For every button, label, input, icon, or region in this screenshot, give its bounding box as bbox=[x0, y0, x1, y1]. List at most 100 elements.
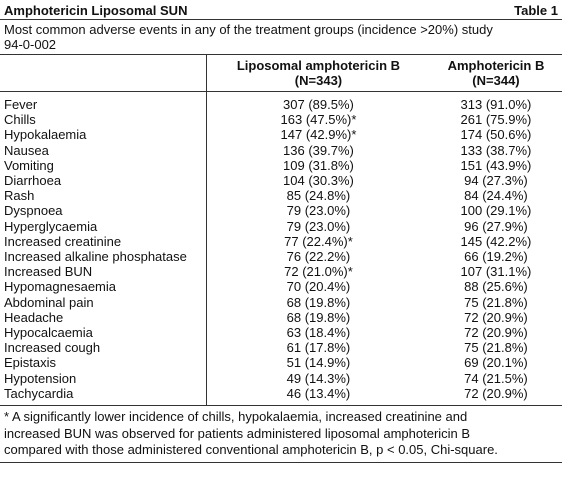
header: Amphotericin Liposomal SUN Table 1 bbox=[0, 0, 562, 20]
event-name: Vomiting bbox=[4, 157, 54, 173]
column-name: Amphotericin B bbox=[447, 58, 545, 73]
table-row: Chills 163 (47.5%)* 261 (75.9%) bbox=[0, 112, 562, 128]
caption: Most common adverse events in any of the… bbox=[0, 20, 562, 55]
incidence-cell: 151 (43.9%) bbox=[460, 157, 532, 173]
title: Amphotericin Liposomal SUN bbox=[4, 3, 188, 18]
incidence-cell: 147 (42.9%)* bbox=[205, 127, 430, 143]
column-header: Liposomal amphotericin B (N=343) bbox=[205, 55, 430, 92]
table-row: Tachycardia 46 (13.4%) 72 (20.9%) bbox=[0, 385, 562, 407]
table-row: Epistaxis 51 (14.9%) 69 (20.1%) bbox=[0, 355, 562, 371]
table-row: Dyspnoea 79 (23.0%) 100 (29.1%) bbox=[0, 203, 562, 219]
footnote-line: increased BUN was observed for patients … bbox=[4, 425, 471, 441]
event-name: Diarrhoea bbox=[4, 173, 62, 189]
incidence-cell: 84 (24.4%) bbox=[464, 188, 528, 204]
incidence-cell: 109 (31.8%) bbox=[205, 157, 430, 174]
event-name: Hypocalcaemia bbox=[4, 325, 93, 341]
incidence-cell: 72 (20.9%) bbox=[464, 325, 528, 341]
incidence-cell: 79 (23.0%) bbox=[205, 203, 430, 219]
event-name: Headache bbox=[4, 309, 64, 325]
incidence-cell: 96 (27.9%) bbox=[464, 218, 528, 234]
event-name: Rash bbox=[4, 188, 35, 204]
incidence-cell: 75 (21.8%) bbox=[464, 294, 528, 310]
incidence-cell: 174 (50.6%) bbox=[460, 127, 532, 143]
column-n: (N=344) bbox=[472, 73, 520, 88]
incidence-cell: 74 (21.5%) bbox=[464, 370, 528, 386]
column-name: Liposomal amphotericin B bbox=[236, 58, 401, 73]
column-header: Amphotericin B (N=344) bbox=[429, 55, 562, 92]
incidence-cell: 68 (19.8%) bbox=[205, 294, 430, 310]
incidence-cell: 63 (18.4%) bbox=[205, 325, 430, 341]
table-row: Fever 307 (89.5%) 313 (91.0%) bbox=[0, 91, 562, 113]
footnote-line: * A significantly lower incidence of chi… bbox=[4, 409, 468, 425]
table-row: Hypotension 49 (14.3%) 74 (21.5%) bbox=[0, 370, 562, 386]
table-row: Headache 68 (19.8%) 72 (20.9%) bbox=[0, 309, 562, 326]
event-name: Chills bbox=[4, 112, 36, 128]
table-row: Hypokalaemia 147 (42.9%)* 174 (50.6%) bbox=[0, 127, 562, 143]
table-row: Hypomagnesaemia 70 (20.4%) 88 (25.6%) bbox=[0, 279, 562, 295]
table-row: Diarrhoea 104 (30.3%) 94 (27.3%) bbox=[0, 173, 562, 189]
incidence-cell: 72 (20.9%) bbox=[464, 309, 528, 325]
incidence-cell: 77 (22.4%)* bbox=[205, 233, 430, 250]
footnote-line: compared with those administered convent… bbox=[4, 442, 498, 458]
event-name: Hypomagnesaemia bbox=[4, 279, 117, 295]
event-name: Fever bbox=[4, 97, 38, 112]
table-row: Increased cough 61 (17.8%) 75 (21.8%) bbox=[0, 340, 562, 356]
table-row: Hypocalcaemia 63 (18.4%) 72 (20.9%) bbox=[0, 325, 562, 341]
table-row: Increased BUN 72 (21.0%)* 107 (31.1%) bbox=[0, 264, 562, 280]
event-name: Nausea bbox=[4, 142, 49, 158]
incidence-cell: 133 (38.7%) bbox=[460, 142, 532, 158]
event-name: Dyspnoea bbox=[4, 203, 63, 219]
incidence-cell: 46 (13.4%) bbox=[205, 385, 430, 407]
table-row: Increased alkaline phosphatase 76 (22.2%)… bbox=[0, 249, 562, 265]
incidence-cell: 261 (75.9%) bbox=[460, 112, 532, 128]
event-name: Increased BUN bbox=[4, 264, 93, 280]
incidence-cell: 107 (31.1%) bbox=[460, 264, 532, 280]
table-label: Table 1 bbox=[514, 3, 558, 18]
incidence-cell: 104 (30.3%) bbox=[205, 173, 430, 189]
incidence-cell: 69 (20.1%) bbox=[464, 355, 528, 371]
caption-line: 94-0-002 bbox=[4, 37, 57, 52]
caption-line: Most common adverse events in any of the… bbox=[4, 22, 493, 37]
incidence-cell: 136 (39.7%) bbox=[205, 142, 430, 158]
event-name: Tachycardia bbox=[0, 385, 207, 407]
event-name: Increased cough bbox=[4, 340, 101, 356]
event-name: Hyperglycaemia bbox=[4, 218, 98, 234]
header-cell bbox=[0, 55, 207, 92]
incidence-cell: 85 (24.8%) bbox=[205, 188, 430, 204]
table-row: Nausea 136 (39.7%) 133 (38.7%) bbox=[0, 142, 562, 158]
incidence-cell: 94 (27.3%) bbox=[464, 173, 528, 189]
table-row: Abdominal pain 68 (19.8%) 75 (21.8%) bbox=[0, 294, 562, 310]
event-name: Epistaxis bbox=[4, 355, 57, 371]
incidence-cell: 51 (14.9%) bbox=[205, 355, 430, 371]
column-n: (N=343) bbox=[294, 73, 343, 88]
table-body: Fever 307 (89.5%) 313 (91.0%) Chills 163 (47… bbox=[0, 91, 562, 407]
table-row: Hyperglycaemia 79 (23.0%) 96 (27.9%) bbox=[0, 218, 562, 234]
event-name: Hypotension bbox=[4, 370, 77, 386]
incidence-cell: 145 (42.2%) bbox=[460, 233, 532, 249]
incidence-cell: 49 (14.3%) bbox=[205, 370, 430, 386]
table: Liposomal amphotericin B (N=343) Amphoteri… bbox=[0, 55, 562, 407]
incidence-cell: 75 (21.8%) bbox=[464, 340, 528, 356]
event-name: Increased creatinine bbox=[4, 233, 122, 249]
incidence-cell: 72 (20.9%) bbox=[429, 385, 562, 407]
event-name: Increased alkaline phosphatase bbox=[4, 249, 187, 265]
incidence-cell: 61 (17.8%) bbox=[205, 340, 430, 356]
incidence-cell: 100 (29.1%) bbox=[460, 203, 532, 219]
incidence-cell: 66 (19.2%) bbox=[464, 249, 528, 265]
incidence-cell: 68 (19.8%) bbox=[205, 309, 430, 326]
header-row: Liposomal amphotericin B (N=343) Amphoteri… bbox=[0, 55, 562, 92]
incidence-cell: 163 (47.5%)* bbox=[205, 112, 430, 128]
footnote: * A significantly lower incidence of chi… bbox=[0, 406, 562, 463]
incidence-cell: 76 (22.2%) bbox=[205, 249, 430, 265]
incidence-cell: 313 (91.0%) bbox=[460, 97, 532, 112]
event-name: Abdominal pain bbox=[4, 294, 94, 310]
table-row: Vomiting 109 (31.8%) 151 (43.9%) bbox=[0, 157, 562, 174]
incidence-cell: 307 (89.5%) bbox=[205, 91, 430, 113]
incidence-cell: 72 (21.0%)* bbox=[205, 264, 430, 280]
event-name: Hypokalaemia bbox=[4, 127, 87, 143]
incidence-cell: 88 (25.6%) bbox=[464, 279, 528, 295]
table-row: Rash 85 (24.8%) 84 (24.4%) bbox=[0, 188, 562, 204]
incidence-cell: 79 (23.0%) bbox=[205, 218, 430, 234]
incidence-cell: 70 (20.4%) bbox=[205, 279, 430, 295]
